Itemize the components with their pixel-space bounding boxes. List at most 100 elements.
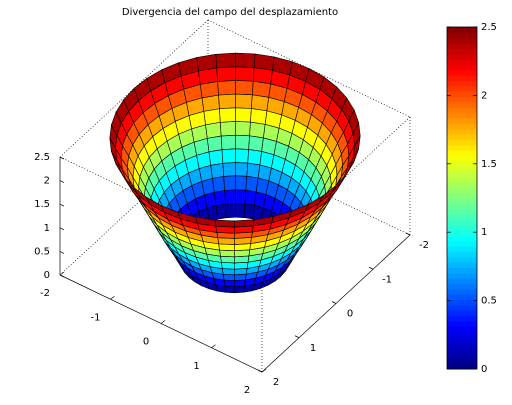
colorbar-tick-label: 0.5 [481,296,497,307]
colorbar-strip [447,315,477,322]
colorbar-strip [447,208,477,215]
colorbar-strip [447,251,477,258]
colorbar-strip [447,112,477,119]
surface-face [214,190,226,207]
chart-title: Divergencia del campo del desplazamiento [122,7,338,18]
surface-face [218,243,235,252]
x-tick [110,295,115,300]
z-tick [59,251,65,254]
colorbar-strip [447,278,477,284]
surface-face [235,121,251,137]
surface-face [219,121,236,137]
x-tick-label: 0 [143,337,149,348]
colorbar-strip [447,358,477,365]
surface-face [250,108,268,125]
surface-face [216,66,236,82]
surface-face [235,66,255,82]
colorbar-strip [447,144,477,151]
colorbar-strip [447,267,477,274]
colorbar-strip [447,176,477,183]
colorbar-strip [447,283,477,290]
y-tick-label: 0 [347,309,353,320]
z-tick [59,227,65,231]
surface-face [221,148,236,164]
x-tick [160,320,166,324]
surface-face [234,285,245,294]
colorbar-strip [447,160,477,167]
surface-face [224,285,236,294]
surface-face [234,189,247,205]
colorbar-strip [447,69,477,76]
surface-face [110,150,122,173]
surface-face [225,203,236,219]
colorbar-strip [447,304,477,311]
surface-face [235,80,254,96]
surface-face [248,135,264,152]
colorbar-strip [447,256,477,263]
surface-face [246,162,261,179]
colorbar-strip [447,320,477,327]
z-tick [59,203,65,207]
surface-face [206,135,223,153]
colorbar-strip [447,240,477,247]
y-tick-label: -2 [419,240,429,251]
y-tick-label: -1 [382,274,392,285]
surface-face [235,148,249,164]
surface-face [331,173,347,194]
box-edge [207,137,411,236]
surface-face [218,93,236,110]
colorbar-strip [447,43,477,49]
colorbar-strip [447,165,477,172]
colorbar-strip [447,80,477,87]
colorbar-strip [447,331,477,338]
surface-face [223,279,236,287]
colorbar-strip [447,171,477,178]
colorbar-strip [447,32,477,39]
colorbar-strip [447,262,477,268]
surface-face [208,149,224,166]
surface-face [235,52,256,68]
colorbar-strip [447,27,477,33]
surface-face [219,249,235,258]
colorbar-strip [447,347,477,354]
colorbar-tick-label: 1.5 [481,159,497,170]
surface-face [220,262,235,270]
colorbar-strip [447,181,477,188]
colorbar-strip [447,230,477,236]
x-tick-label: 2 [244,385,250,396]
colorbar-strip [447,288,477,295]
box-edge [207,19,411,118]
colorbar-strip [447,336,477,343]
surface-face [210,162,225,179]
surface-face [247,149,262,166]
colorbar-strip [447,326,477,333]
y-tick-label: 2 [273,377,279,388]
colorbar-strip [447,155,477,162]
colorbar-strip [447,246,477,252]
colorbar-tick-label: 2 [481,90,487,101]
surface-face [234,219,255,228]
z-tick [59,156,65,160]
colorbar-strip [447,101,477,108]
surface-face [220,255,235,264]
colorbar-strip [447,294,477,301]
colorbar-strip [447,53,477,60]
surface-face [224,189,236,205]
surface-face [215,203,227,220]
colorbar-strip [447,48,477,55]
colorbar-strip [447,187,477,194]
colorbar-strip [447,149,477,156]
surface-face [220,134,236,150]
surface-face [215,225,235,234]
colorbar-strip [447,310,477,317]
z-tick-label: 0.5 [34,246,50,257]
colorbar-frame [446,26,478,370]
x-tick [211,344,216,349]
colorbar-strip [447,123,477,130]
surface-face [221,268,236,276]
surface-face [234,279,246,287]
colorbar-tick-label: 2.5 [481,22,497,33]
y-tick [405,232,411,236]
surface-face [223,175,236,191]
